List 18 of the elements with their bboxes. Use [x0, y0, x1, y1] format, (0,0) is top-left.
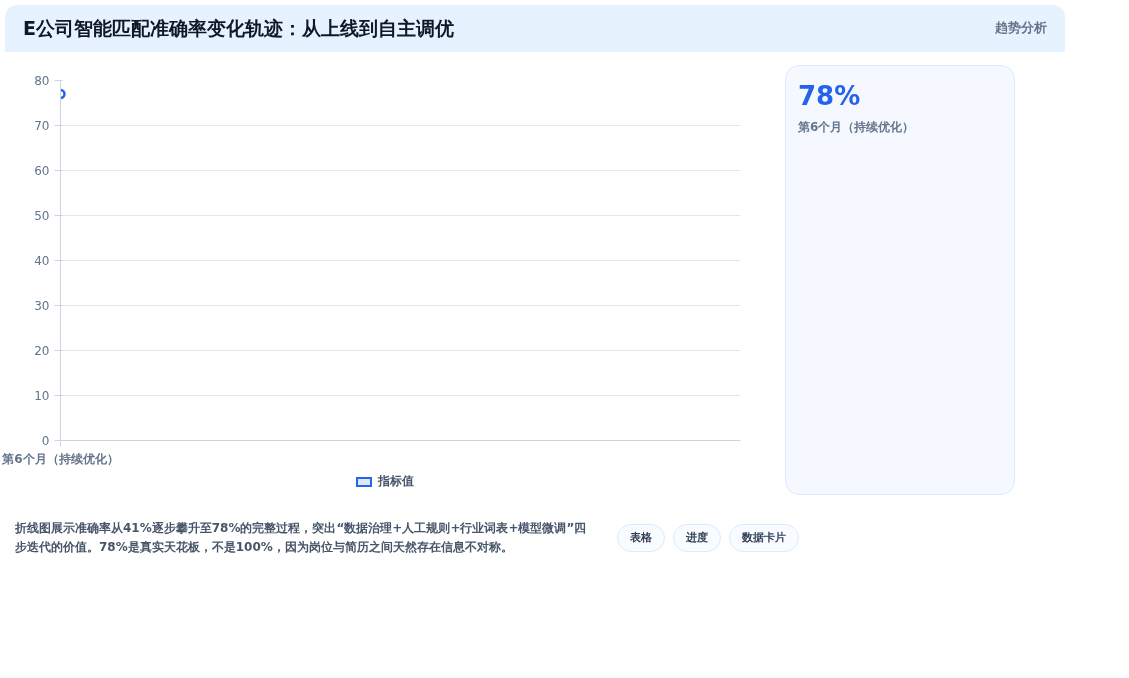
text: 趋势分析	[995, 19, 1047, 38]
text: 78%	[798, 80, 862, 113]
text: 进度	[673, 524, 721, 553]
text: 第6个月（持续优化）	[798, 119, 916, 137]
y-tick-label: 80	[34, 74, 50, 88]
y-tick-label: 0	[41, 434, 50, 448]
text: E公司智能匹配准确率变化轨迹：从上线到自主调优	[23, 16, 454, 41]
text: 数据卡片	[729, 524, 799, 553]
text: 表格	[617, 524, 665, 553]
text: 折线图展示准确率从41%逐步攀升至78%的完整过程，突出“数据治理+人工规则+行业词表+模型微调”四步迭代的价值。78%是真实天花板，不是100%，因为岗位与简历之间天然存在信息不对称。	[15, 520, 588, 557]
y-tick-label: 50	[34, 209, 50, 223]
y-tick-label: 10	[34, 389, 50, 403]
y-tick-label: 60	[34, 164, 50, 178]
legend-label: 指标值	[377, 473, 414, 490]
y-tick-label: 30	[34, 299, 50, 313]
y-tick-label: 40	[34, 254, 50, 268]
y-tick-label: 70	[34, 119, 50, 133]
y-tick-label: 20	[34, 344, 50, 358]
